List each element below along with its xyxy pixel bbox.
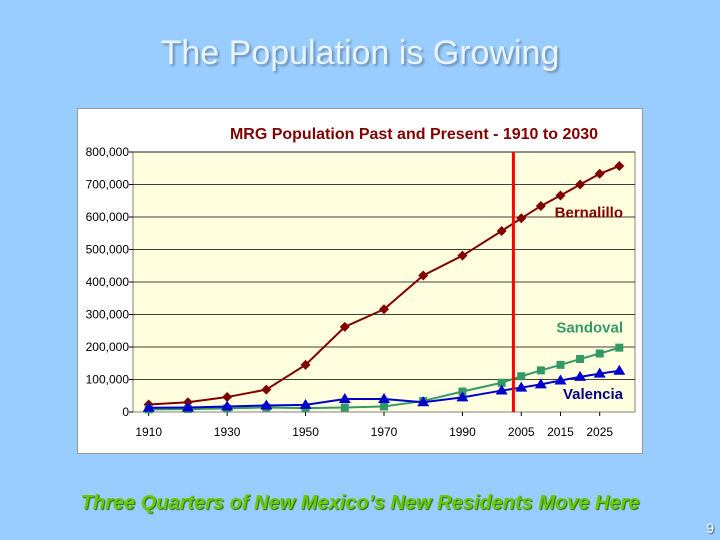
data-point-valencia xyxy=(260,399,273,410)
data-point-sandoval xyxy=(497,378,506,387)
y-tick-label: 400,000 xyxy=(86,275,130,289)
slide-title: The Population is Growing xyxy=(160,34,560,72)
y-tick-label: 300,000 xyxy=(86,308,130,322)
data-point-valencia xyxy=(574,370,587,381)
data-point-valencia xyxy=(593,367,606,378)
series-label-valencia: Valencia xyxy=(563,386,624,403)
y-tick-label: 600,000 xyxy=(86,210,130,224)
series-line-sandoval xyxy=(148,346,620,411)
x-tick-label: 1970 xyxy=(371,425,398,439)
chart-container: 0 100,000 200,000 300,000 400,000 500,000 600,… xyxy=(77,108,643,454)
data-point-sandoval xyxy=(536,366,545,375)
x-tick-label: 2025 xyxy=(586,425,613,439)
series-label-bernalillo: Bernalillo xyxy=(555,205,623,222)
data-point-valencia xyxy=(378,393,390,403)
series-line-bernalillo xyxy=(148,165,620,406)
data-point-bernalillo xyxy=(555,190,566,201)
data-point-sandoval xyxy=(517,372,526,381)
x-tick-label: 1910 xyxy=(135,425,162,439)
page-number: 9 xyxy=(706,520,714,536)
data-point-bernalillo xyxy=(418,270,429,281)
data-point-valencia xyxy=(181,401,194,412)
data-point-bernalillo xyxy=(516,213,527,224)
data-point-valencia xyxy=(456,391,469,402)
data-point-bernalillo xyxy=(575,179,586,190)
y-tick-label: 100,000 xyxy=(86,373,130,387)
data-point-bernalillo xyxy=(222,392,233,403)
footer-caption: Three Quarters of New Mexico’s New Resid… xyxy=(80,492,640,514)
data-point-valencia xyxy=(515,381,528,392)
y-tick-label: 800,000 xyxy=(86,145,130,159)
data-point-bernalillo xyxy=(261,384,272,395)
x-tick-label: 1930 xyxy=(214,425,241,439)
y-tick-label: 0 xyxy=(122,405,129,419)
data-point-sandoval xyxy=(556,360,565,369)
data-point-valencia xyxy=(299,398,312,409)
y-tick-label: 500,000 xyxy=(86,243,130,257)
data-point-valencia xyxy=(221,400,234,411)
data-point-bernalillo xyxy=(614,160,625,171)
chart-title: MRG Population Past and Present - 1910 t… xyxy=(230,126,598,143)
data-point-bernalillo xyxy=(594,168,605,179)
y-tick-label: 700,000 xyxy=(86,178,130,192)
x-tick-label: 1950 xyxy=(292,425,319,439)
data-point-sandoval xyxy=(340,403,349,412)
series-label-sandoval: Sandoval xyxy=(556,319,623,336)
data-point-sandoval xyxy=(615,343,624,352)
data-point-sandoval xyxy=(380,402,388,411)
data-point-sandoval xyxy=(576,355,585,364)
series-line-valencia xyxy=(148,369,620,409)
data-point-valencia xyxy=(495,384,508,395)
data-point-valencia xyxy=(534,378,547,389)
data-point-valencia xyxy=(554,374,567,385)
data-point-bernalillo xyxy=(535,200,546,211)
data-point-bernalillo xyxy=(457,250,468,261)
data-point-bernalillo xyxy=(379,304,389,315)
population-line-chart: 0 100,000 200,000 300,000 400,000 500,000 600,… xyxy=(86,126,636,439)
data-point-bernalillo xyxy=(300,359,311,370)
x-tick-label: 1990 xyxy=(449,425,476,439)
data-point-valencia xyxy=(142,401,155,412)
x-tick-label: 2005 xyxy=(508,425,535,439)
data-point-sandoval xyxy=(595,349,604,358)
data-point-valencia xyxy=(338,393,351,403)
y-tick-label: 200,000 xyxy=(86,340,130,354)
data-point-bernalillo xyxy=(339,321,350,332)
data-point-bernalillo xyxy=(496,225,507,236)
x-tick-label: 2015 xyxy=(547,425,574,439)
data-point-valencia xyxy=(417,396,430,407)
data-point-valencia xyxy=(613,364,626,375)
